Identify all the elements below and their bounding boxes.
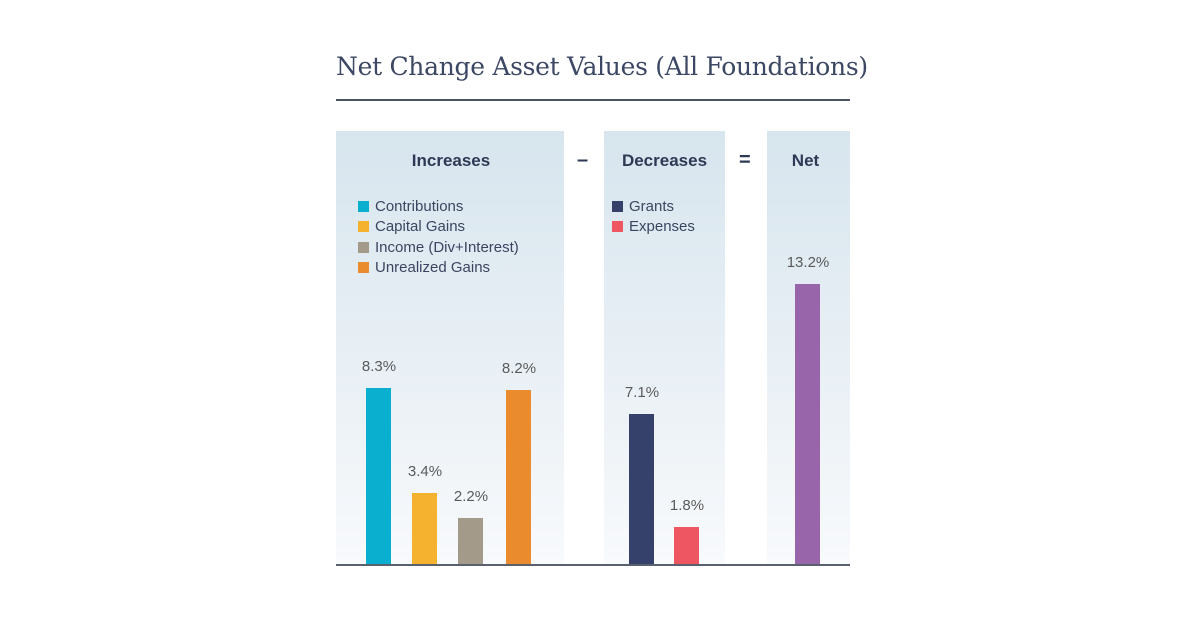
data-label: 2.2% (453, 488, 489, 506)
legend-swatch (358, 241, 369, 253)
legend-item: Capital Gains (358, 218, 519, 236)
legend-label: Contributions (375, 197, 464, 215)
legend-item: Grants (612, 198, 695, 215)
legend-label: Grants (629, 197, 675, 215)
legend-label: Capital Gains (375, 218, 466, 236)
legend-decreases: Grants Expenses (612, 198, 695, 235)
title-divider (336, 99, 850, 101)
legend-label: Expenses (629, 218, 695, 236)
bar-income-div-interest (458, 518, 483, 565)
bar-net (795, 283, 820, 565)
bar-grants (629, 413, 654, 565)
legend-swatch (358, 200, 369, 212)
legend-swatch (612, 200, 623, 212)
legend-swatch (358, 221, 369, 233)
x-axis-line (336, 564, 850, 566)
legend-item: Income (Div+Interest) (358, 239, 519, 256)
data-label: 8.3% (361, 358, 397, 376)
legend-swatch (358, 262, 369, 274)
group-header-net: Net (791, 151, 820, 170)
legend-item: Contributions (358, 198, 519, 215)
bar-unrealized-gains (506, 390, 531, 565)
bar-contributions (366, 388, 391, 565)
minus-operator: – (577, 149, 589, 171)
group-header-decreases: Decreases (621, 151, 708, 170)
legend-increases: Contributions Capital Gains Income (Div+… (358, 198, 519, 276)
data-label: 13.2% (786, 253, 830, 271)
legend-item: Unrealized Gains (358, 259, 519, 277)
group-header-increases: Increases (411, 151, 491, 170)
equals-operator: = (739, 149, 751, 171)
legend-swatch (612, 221, 623, 233)
bar-expenses (674, 526, 699, 565)
panel-decreases (604, 131, 725, 565)
data-label: 1.8% (669, 496, 705, 514)
legend-label: Unrealized Gains (375, 259, 491, 277)
data-label: 3.4% (407, 462, 443, 480)
legend-item: Expenses (612, 218, 695, 236)
data-label: 7.1% (624, 383, 660, 401)
bar-capital-gains (412, 492, 437, 565)
chart-title: Net Change Asset Values (All Foundations… (336, 52, 868, 81)
legend-label: Income (Div+Interest) (375, 238, 519, 256)
data-label: 8.2% (501, 360, 537, 378)
